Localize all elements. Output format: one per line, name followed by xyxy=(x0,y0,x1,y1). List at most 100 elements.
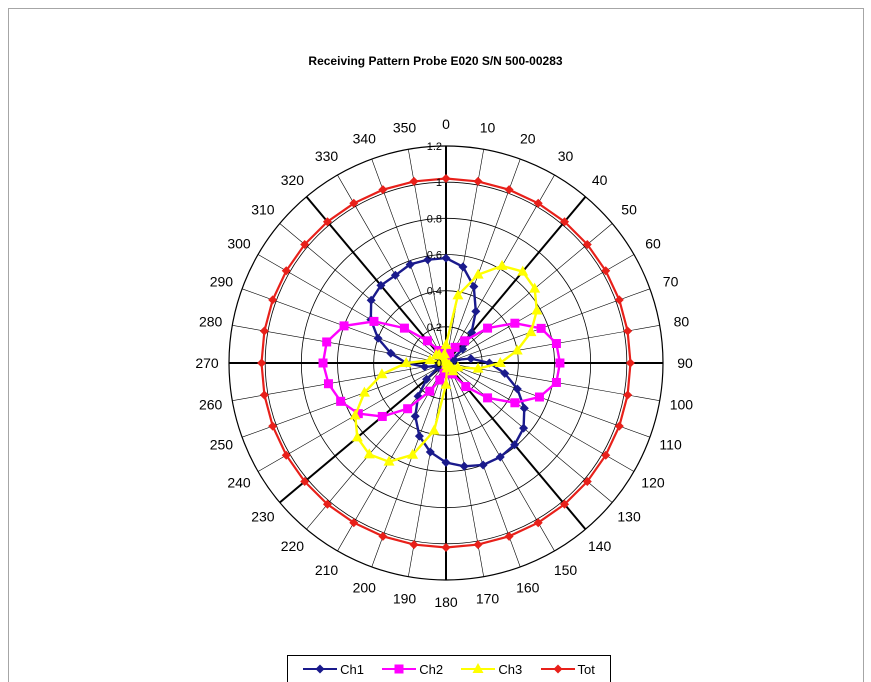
series-point-ch2 xyxy=(336,396,346,406)
legend-item-ch2: Ch2 xyxy=(382,662,443,677)
radial-tick-label: 1 xyxy=(436,177,442,189)
series-point-tot xyxy=(504,185,514,195)
series-point-ch1 xyxy=(425,447,435,457)
series-point-tot xyxy=(259,326,269,336)
series-point-ch2 xyxy=(534,392,544,402)
angle-label: 50 xyxy=(621,201,637,217)
legend-item-ch3: Ch3 xyxy=(461,662,522,677)
angle-label: 40 xyxy=(592,172,608,188)
series-point-ch1 xyxy=(390,270,400,280)
series-point-tot xyxy=(623,390,633,400)
angle-label: 0 xyxy=(442,116,450,132)
angle-label: 290 xyxy=(210,273,234,289)
grid-spoke xyxy=(337,174,447,364)
angle-label: 10 xyxy=(480,120,496,136)
series-point-ch2 xyxy=(399,323,409,333)
grid-spoke xyxy=(371,158,447,364)
series-point-tot xyxy=(268,421,278,431)
polar-plot: 0 102030405060708090100110120130140150160… xyxy=(195,116,694,610)
series-point-ch3 xyxy=(441,362,453,373)
angle-label: 60 xyxy=(645,236,661,252)
series-point-tot xyxy=(601,450,611,460)
series-point-ch2 xyxy=(445,348,455,358)
angle-label: 80 xyxy=(674,313,690,329)
grid-spoke xyxy=(279,362,447,504)
series-point-tot xyxy=(281,450,291,460)
angle-label: 260 xyxy=(199,397,223,413)
angle-label: 320 xyxy=(281,172,305,188)
series-point-tot xyxy=(441,174,451,184)
series-point-ch3 xyxy=(472,268,484,279)
legend-swatch-tot xyxy=(540,664,575,674)
angle-label: 210 xyxy=(315,562,339,578)
series-point-ch2 xyxy=(450,342,460,352)
angle-label: 250 xyxy=(210,437,234,453)
angle-label: 220 xyxy=(281,538,305,554)
series-point-ch3 xyxy=(440,378,452,389)
grid-spoke xyxy=(371,362,447,568)
series-point-ch3 xyxy=(438,348,450,359)
series-point-ch1 xyxy=(495,452,505,462)
angle-label: 190 xyxy=(393,590,417,606)
series-point-ch3 xyxy=(494,357,506,367)
angle-label: 300 xyxy=(227,236,251,252)
angle-label: 240 xyxy=(227,475,251,491)
series-point-ch3 xyxy=(424,354,436,365)
series-point-ch2 xyxy=(510,398,520,408)
series-point-ch3 xyxy=(407,448,419,459)
series-point-ch3 xyxy=(440,338,452,349)
angle-label: 100 xyxy=(670,397,694,413)
series-point-tot xyxy=(322,217,332,227)
series-point-tot xyxy=(614,421,624,431)
angle-label: 200 xyxy=(353,580,377,596)
series-point-tot xyxy=(257,358,267,368)
series-point-ch1 xyxy=(471,306,481,316)
series-point-ch2 xyxy=(483,393,493,403)
series-point-ch3 xyxy=(511,344,523,355)
series-point-ch2 xyxy=(425,386,435,396)
series-point-ch1 xyxy=(519,423,529,433)
series-point-tot xyxy=(560,499,570,509)
angle-label: 230 xyxy=(251,509,275,525)
series-point-tot xyxy=(623,326,633,336)
series-point-ch3 xyxy=(428,424,440,435)
series-point-tot xyxy=(349,518,359,528)
angle-label: 350 xyxy=(393,120,417,136)
chart-title: Receiving Pattern Probe E020 S/N 500-002… xyxy=(308,54,563,68)
series-point-ch1 xyxy=(414,431,424,441)
series-point-ch1 xyxy=(510,440,520,450)
series-point-ch2 xyxy=(435,375,445,385)
angle-label: 130 xyxy=(617,509,641,525)
series-point-tot xyxy=(378,531,388,541)
legend-item-ch1: Ch1 xyxy=(303,662,364,677)
series-point-ch1 xyxy=(459,461,469,471)
series-point-tot xyxy=(378,185,388,195)
series-point-ch3 xyxy=(517,265,529,276)
series-point-ch2 xyxy=(369,316,379,326)
series-point-ch2 xyxy=(555,358,565,368)
series-point-tot xyxy=(473,176,483,186)
series-point-ch1 xyxy=(386,348,396,358)
series-point-ch1 xyxy=(422,374,432,384)
legend-item-tot: Tot xyxy=(540,662,595,677)
angle-label: 120 xyxy=(641,475,665,491)
series-point-ch2 xyxy=(323,379,333,389)
series-point-ch1 xyxy=(500,368,510,378)
radial-tick-label: 0.2 xyxy=(427,322,442,334)
series-point-ch2 xyxy=(551,339,561,349)
radial-tick-label: 0.8 xyxy=(427,213,442,225)
series-point-ch1 xyxy=(441,457,451,467)
series-point-ch3 xyxy=(529,282,541,293)
grid-spoke xyxy=(279,223,447,364)
series-point-tot xyxy=(409,176,419,186)
grid-spoke xyxy=(445,362,651,438)
series-point-tot xyxy=(582,239,592,249)
series-point-ch2 xyxy=(377,411,387,421)
series-point-tot xyxy=(582,477,592,487)
series-point-ch3 xyxy=(383,455,395,466)
legend-label: Ch3 xyxy=(498,661,523,677)
angle-label: 110 xyxy=(659,437,682,453)
series-point-ch2 xyxy=(461,382,471,392)
series-point-tot xyxy=(441,542,451,552)
series-point-tot xyxy=(409,540,419,550)
